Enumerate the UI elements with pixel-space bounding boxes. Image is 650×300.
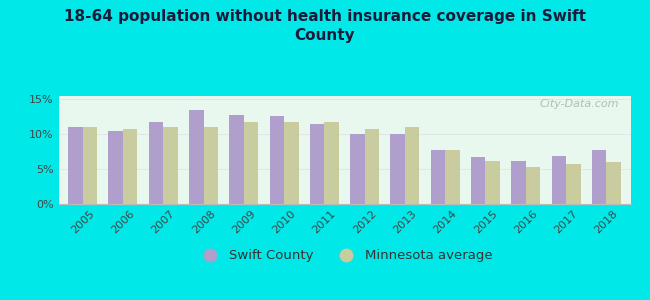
Bar <box>592 150 606 204</box>
Bar <box>324 122 339 204</box>
Bar <box>109 131 123 204</box>
Bar <box>189 110 203 204</box>
Bar <box>552 156 566 204</box>
Bar <box>350 134 365 204</box>
Text: City-Data.com: City-Data.com <box>540 99 619 109</box>
Bar <box>405 128 419 204</box>
Bar <box>203 128 218 204</box>
Bar <box>229 115 244 204</box>
Bar <box>244 122 258 204</box>
Bar <box>606 162 621 204</box>
Bar <box>445 150 460 204</box>
Legend: Swift County, Minnesota average: Swift County, Minnesota average <box>197 249 492 262</box>
Bar <box>471 157 486 204</box>
Bar <box>123 129 137 204</box>
Bar <box>431 150 445 204</box>
Bar <box>486 161 500 204</box>
Bar <box>83 128 97 204</box>
Bar <box>270 116 284 204</box>
Bar <box>512 161 526 204</box>
Bar <box>365 129 379 204</box>
Bar <box>68 128 83 204</box>
Bar <box>149 122 163 204</box>
Bar <box>310 124 324 204</box>
Bar <box>566 164 580 204</box>
Bar <box>163 128 177 204</box>
Bar <box>526 167 540 204</box>
Bar <box>284 122 298 204</box>
Bar <box>391 134 405 204</box>
Text: 18-64 population without health insurance coverage in Swift
County: 18-64 population without health insuranc… <box>64 9 586 43</box>
